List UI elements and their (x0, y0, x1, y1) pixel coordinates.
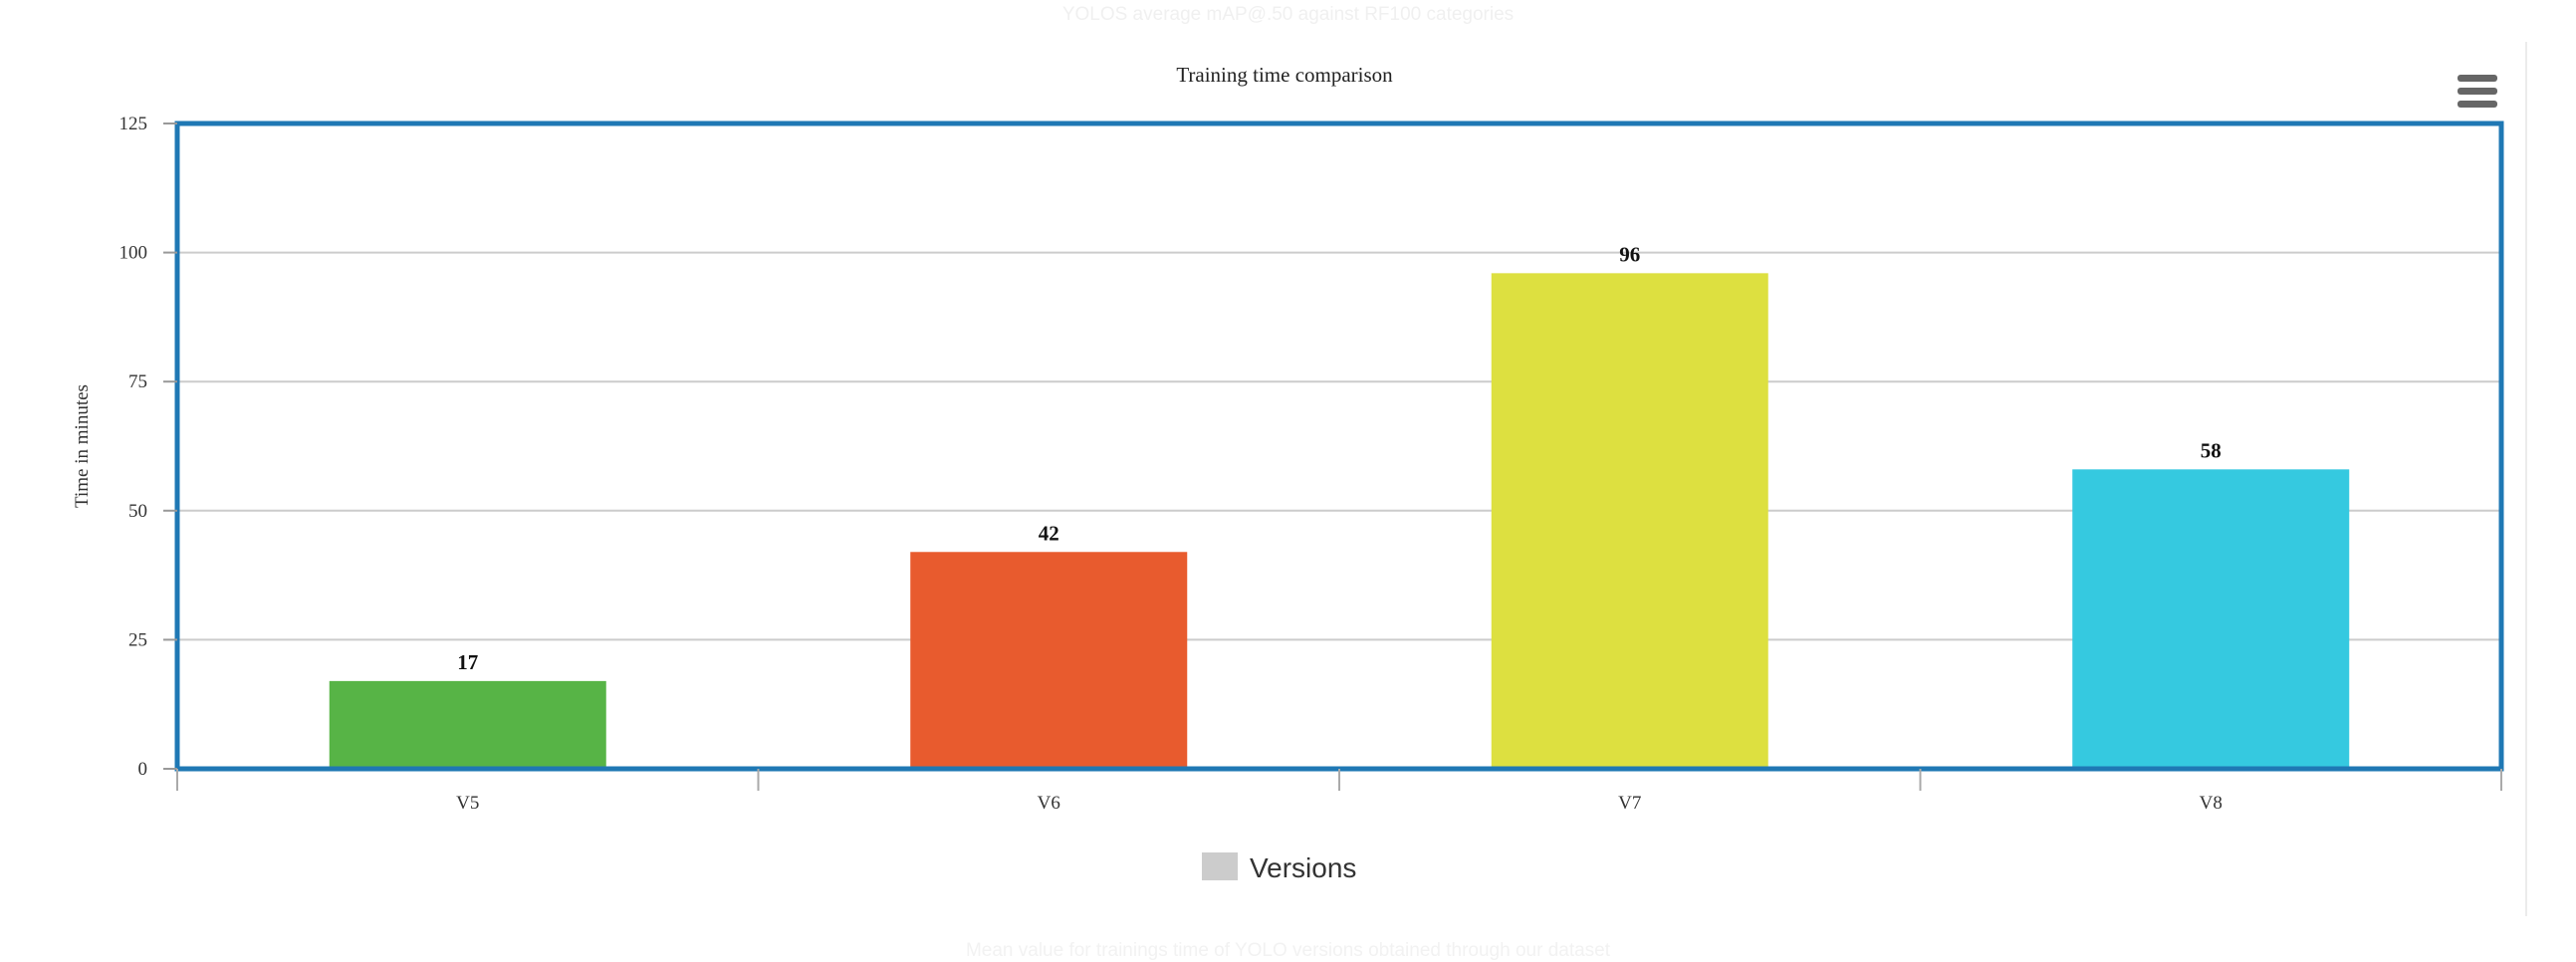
legend-swatch (1202, 852, 1238, 880)
x-tick-label: V6 (1038, 793, 1060, 814)
data-label-v5: 17 (457, 650, 478, 674)
chart-title: Training time comparison (1176, 63, 1393, 87)
x-tick-label: V5 (456, 793, 479, 814)
y-axis-label: Time in minutes (72, 384, 93, 508)
y-tick-label: 75 (128, 371, 147, 392)
data-labels-group: 17 42 96 58 (457, 242, 2222, 674)
y-tick-label: 125 (119, 114, 148, 134)
data-label-v8: 58 (2201, 438, 2222, 462)
y-axis-ticks: 0 25 50 75 100 125 (119, 114, 177, 780)
y-tick-label: 0 (138, 759, 148, 780)
bar-v5[interactable] (329, 680, 606, 769)
bars-group (329, 273, 2350, 769)
hamburger-menu-icon (2458, 75, 2497, 108)
bar-v6[interactable] (910, 552, 1188, 769)
legend-label: Versions (1250, 852, 1356, 883)
x-tick-label: V8 (2200, 793, 2223, 814)
faded-header-text: YOLOS average mAP@.50 against RF100 cate… (1061, 4, 1515, 25)
bar-v8[interactable] (2072, 469, 2350, 769)
y-tick-label: 25 (128, 629, 147, 650)
bar-v7[interactable] (1491, 273, 1768, 769)
data-label-v7: 96 (1619, 242, 1640, 266)
x-axis: V5 V6 V7 V8 (176, 769, 2502, 814)
data-label-v6: 42 (1039, 521, 1059, 545)
legend[interactable]: Versions (1202, 852, 1356, 883)
chart-menu-button[interactable] (2456, 72, 2499, 112)
faded-footer-text: Mean value for trainings time of YOLO ve… (965, 940, 1611, 961)
x-tick-label: V7 (1618, 793, 1641, 814)
y-tick-label: 100 (119, 243, 148, 264)
panel-divider (2525, 42, 2527, 916)
y-tick-label: 50 (128, 501, 147, 522)
